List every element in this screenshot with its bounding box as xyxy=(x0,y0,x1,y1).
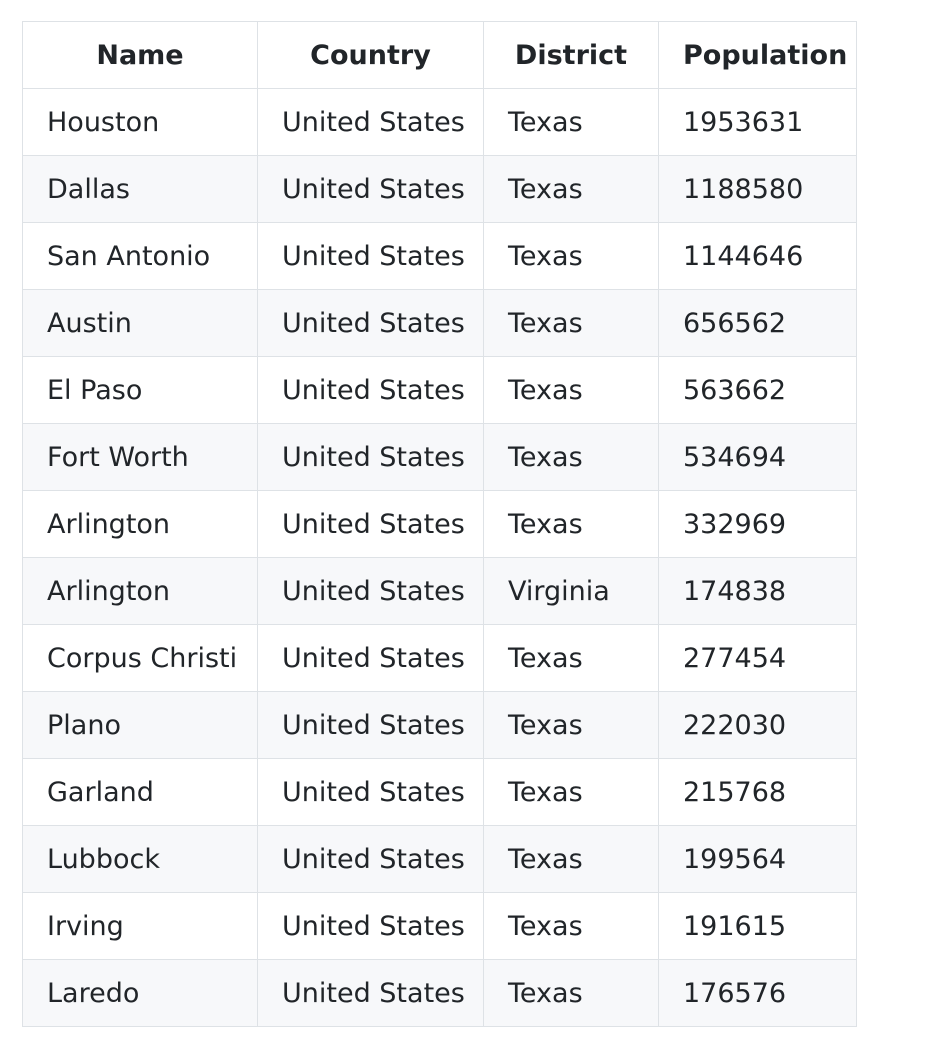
cell-name: Fort Worth xyxy=(22,423,258,491)
cell-country: United States xyxy=(257,758,484,826)
cell-name: Laredo xyxy=(22,959,258,1027)
header-row: Name Country District Population xyxy=(22,21,857,89)
cell-population: 215768 xyxy=(658,758,857,826)
cell-district: Texas xyxy=(483,959,659,1027)
cell-district: Texas xyxy=(483,289,659,357)
cell-country: United States xyxy=(257,825,484,893)
cell-population: 222030 xyxy=(658,691,857,759)
table-header: Name Country District Population xyxy=(22,21,857,89)
cell-country: United States xyxy=(257,88,484,156)
cell-district: Texas xyxy=(483,691,659,759)
cell-name: Irving xyxy=(22,892,258,960)
cell-country: United States xyxy=(257,557,484,625)
cell-population: 174838 xyxy=(658,557,857,625)
cell-district: Texas xyxy=(483,892,659,960)
cell-population: 1144646 xyxy=(658,222,857,290)
cell-district: Texas xyxy=(483,222,659,290)
cell-population: 563662 xyxy=(658,356,857,424)
cell-district: Texas xyxy=(483,758,659,826)
cell-district: Texas xyxy=(483,825,659,893)
cell-name: Houston xyxy=(22,88,258,156)
cell-name: San Antonio xyxy=(22,222,258,290)
table-row: Corpus Christi United States Texas 277454 xyxy=(22,624,857,692)
cell-country: United States xyxy=(257,423,484,491)
cell-district: Virginia xyxy=(483,557,659,625)
cell-name: Arlington xyxy=(22,557,258,625)
table-row: Austin United States Texas 656562 xyxy=(22,289,857,357)
cell-district: Texas xyxy=(483,356,659,424)
cell-country: United States xyxy=(257,892,484,960)
cell-name: Corpus Christi xyxy=(22,624,258,692)
column-header-population: Population xyxy=(658,21,857,89)
table-row: Lubbock United States Texas 199564 xyxy=(22,825,857,893)
table-row: Garland United States Texas 215768 xyxy=(22,758,857,826)
cell-district: Texas xyxy=(483,624,659,692)
cell-country: United States xyxy=(257,691,484,759)
cell-population: 191615 xyxy=(658,892,857,960)
cell-name: Arlington xyxy=(22,490,258,558)
cell-country: United States xyxy=(257,490,484,558)
cell-population: 199564 xyxy=(658,825,857,893)
cell-name: Dallas xyxy=(22,155,258,223)
cell-district: Texas xyxy=(483,155,659,223)
cell-name: El Paso xyxy=(22,356,258,424)
cities-table: Name Country District Population Houston… xyxy=(22,21,857,1027)
cell-name: Garland xyxy=(22,758,258,826)
cell-country: United States xyxy=(257,959,484,1027)
table-row: Arlington United States Virginia 174838 xyxy=(22,557,857,625)
column-header-district: District xyxy=(483,21,659,89)
cell-district: Texas xyxy=(483,88,659,156)
cell-country: United States xyxy=(257,222,484,290)
column-header-name: Name xyxy=(22,21,258,89)
cell-name: Austin xyxy=(22,289,258,357)
cell-district: Texas xyxy=(483,490,659,558)
cell-population: 656562 xyxy=(658,289,857,357)
cell-name: Plano xyxy=(22,691,258,759)
table-row: Arlington United States Texas 332969 xyxy=(22,490,857,558)
table-row: El Paso United States Texas 563662 xyxy=(22,356,857,424)
table-row: Irving United States Texas 191615 xyxy=(22,892,857,960)
table-row: Plano United States Texas 222030 xyxy=(22,691,857,759)
cell-name: Lubbock xyxy=(22,825,258,893)
cell-country: United States xyxy=(257,624,484,692)
cell-population: 277454 xyxy=(658,624,857,692)
cell-population: 176576 xyxy=(658,959,857,1027)
table-row: Laredo United States Texas 176576 xyxy=(22,959,857,1027)
table-container: Name Country District Population Houston… xyxy=(22,21,857,1027)
table-row: Houston United States Texas 1953631 xyxy=(22,88,857,156)
cell-country: United States xyxy=(257,155,484,223)
cell-population: 1953631 xyxy=(658,88,857,156)
cell-country: United States xyxy=(257,356,484,424)
table-row: Fort Worth United States Texas 534694 xyxy=(22,423,857,491)
cell-country: United States xyxy=(257,289,484,357)
cell-population: 332969 xyxy=(658,490,857,558)
cell-population: 1188580 xyxy=(658,155,857,223)
table-row: San Antonio United States Texas 1144646 xyxy=(22,222,857,290)
table-body: Houston United States Texas 1953631 Dallas Un… xyxy=(22,88,857,1027)
cell-district: Texas xyxy=(483,423,659,491)
table-row: Dallas United States Texas 1188580 xyxy=(22,155,857,223)
column-header-country: Country xyxy=(257,21,484,89)
cell-population: 534694 xyxy=(658,423,857,491)
